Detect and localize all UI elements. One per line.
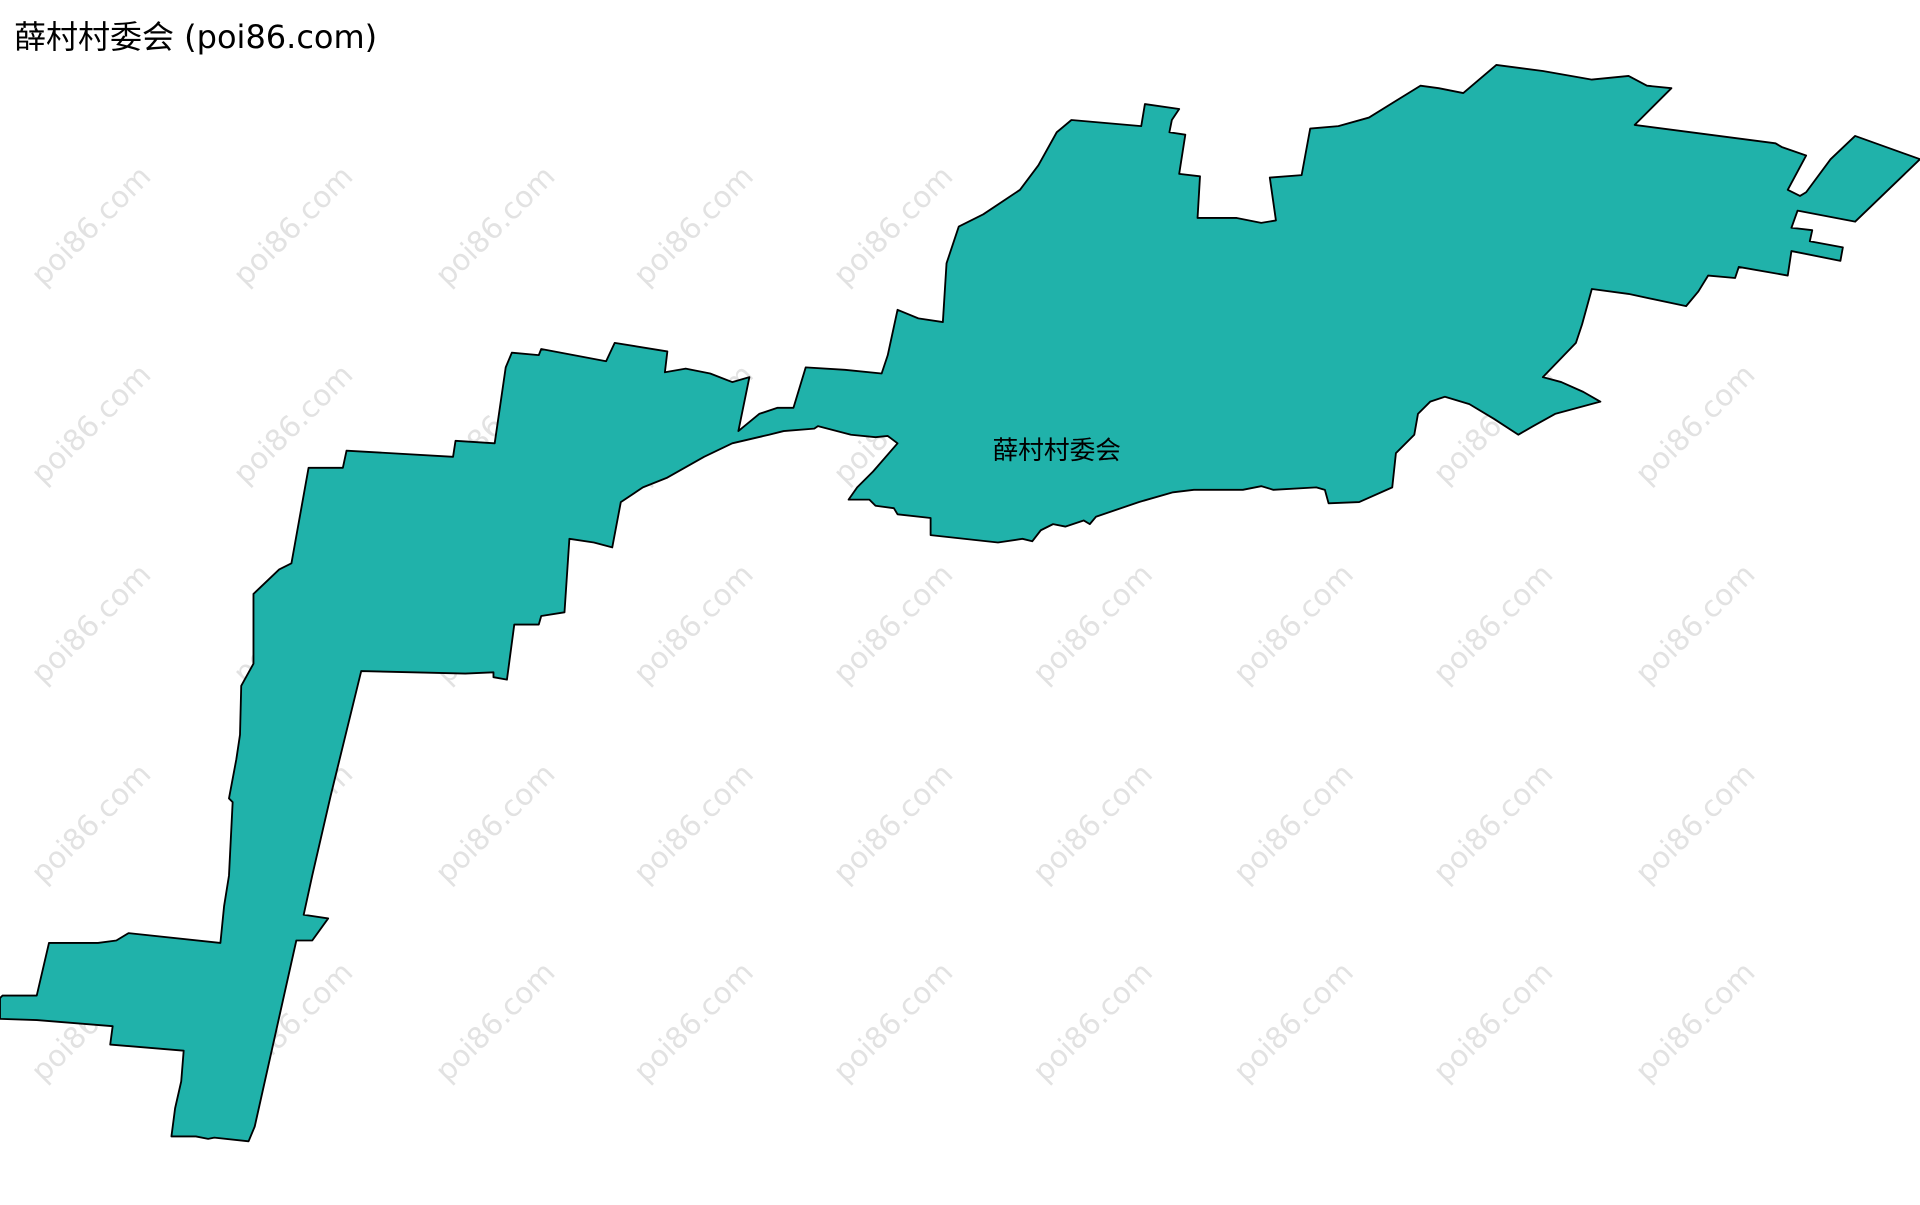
watermark-text: poi86.com: [1426, 557, 1559, 690]
watermark-text: poi86.com: [1026, 557, 1159, 690]
watermark-text: poi86.com: [627, 955, 760, 1088]
watermark-text: poi86.com: [627, 757, 760, 890]
watermark-text: poi86.com: [1026, 955, 1159, 1088]
region-boundary-polygon[interactable]: [0, 63, 1920, 1143]
watermark-text: poi86.com: [428, 955, 561, 1088]
watermark-text: poi86.com: [1026, 757, 1159, 890]
watermark-text: poi86.com: [826, 757, 959, 890]
watermark-text: poi86.com: [24, 557, 157, 690]
watermark-text: poi86.com: [826, 955, 959, 1088]
watermark-text: poi86.com: [24, 357, 157, 490]
watermark-text: poi86.com: [826, 557, 959, 690]
watermark-text: poi86.com: [428, 757, 561, 890]
watermark-text: poi86.com: [1628, 757, 1761, 890]
watermark-text: poi86.com: [627, 159, 760, 292]
watermark-text: poi86.com: [1227, 557, 1360, 690]
watermark-text: poi86.com: [24, 159, 157, 292]
watermark-text: poi86.com: [1628, 557, 1761, 690]
watermark-text: poi86.com: [226, 159, 359, 292]
watermark-text: poi86.com: [1426, 955, 1559, 1088]
watermark-text: poi86.com: [1227, 757, 1360, 890]
watermark-text: poi86.com: [826, 159, 959, 292]
map-title: 薛村村委会 (poi86.com): [14, 18, 378, 56]
region-label: 薛村村委会: [992, 436, 1121, 466]
watermark-text: poi86.com: [627, 557, 760, 690]
watermark-text: poi86.com: [1628, 955, 1761, 1088]
watermark-text: poi86.com: [1426, 757, 1559, 890]
watermark-text: poi86.com: [1227, 955, 1360, 1088]
watermark-text: poi86.com: [1628, 357, 1761, 490]
watermark-text: poi86.com: [428, 159, 561, 292]
watermark-text: poi86.com: [24, 757, 157, 890]
